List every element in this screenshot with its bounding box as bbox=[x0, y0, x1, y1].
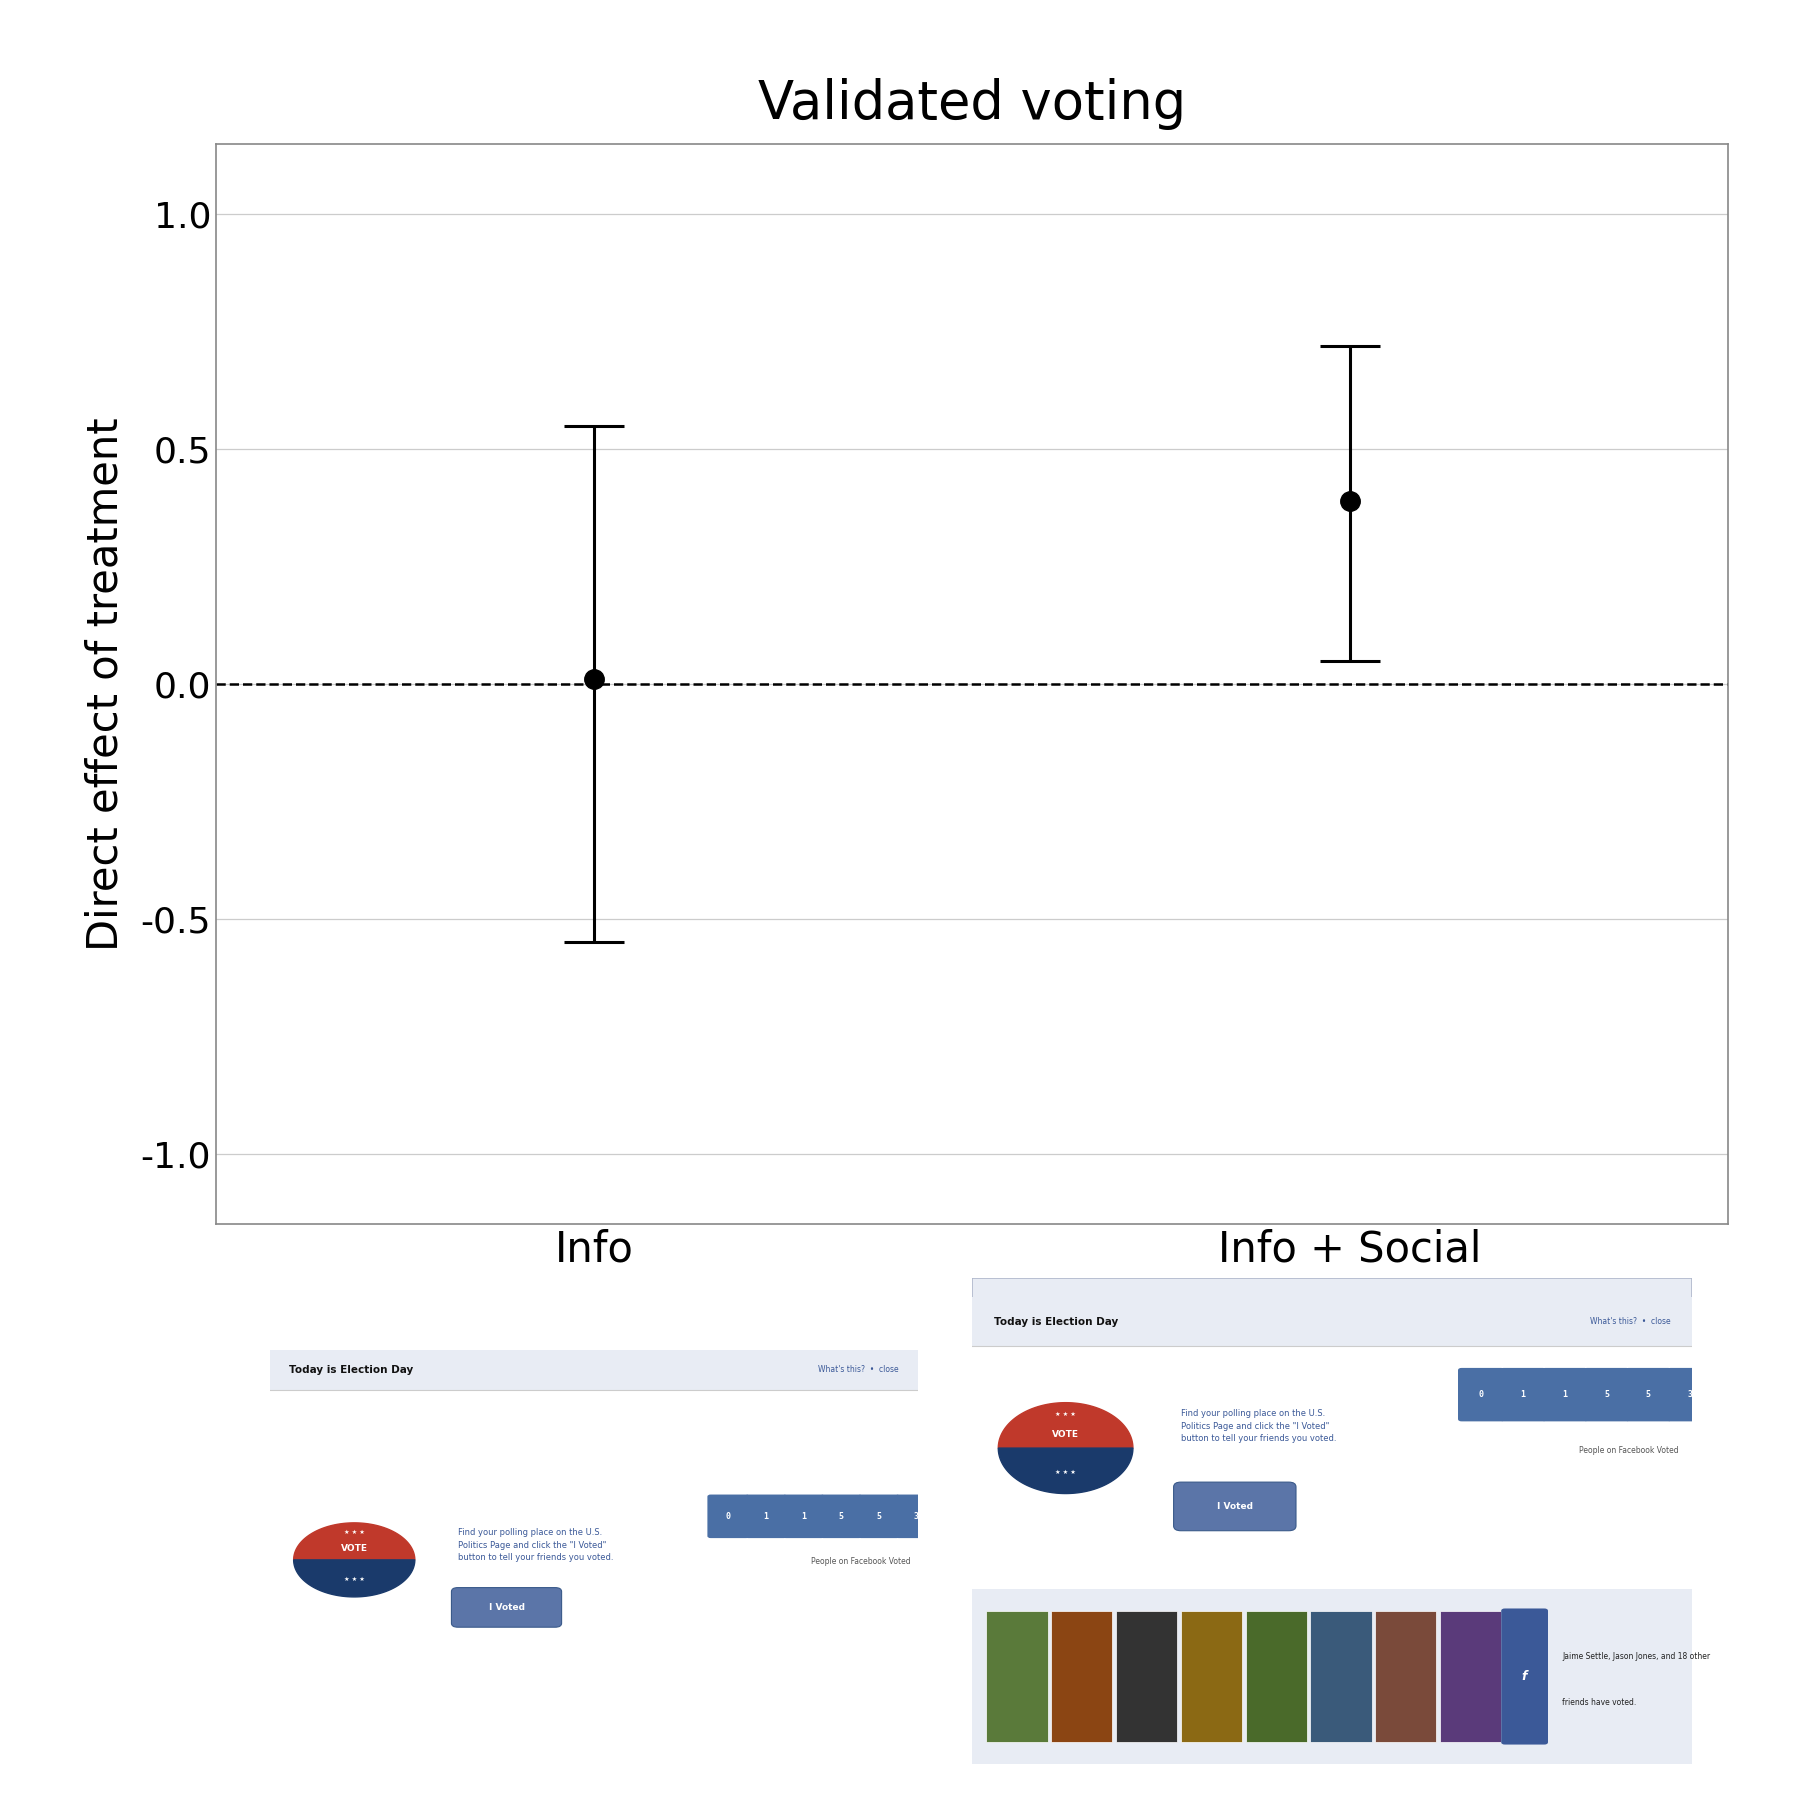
Text: 5: 5 bbox=[1645, 1390, 1651, 1399]
FancyBboxPatch shape bbox=[1174, 1481, 1296, 1530]
Text: Find your polling place on the U.S.
Politics Page and click the "I Voted"
button: Find your polling place on the U.S. Poli… bbox=[457, 1528, 614, 1562]
Text: friends have voted.: friends have voted. bbox=[1562, 1697, 1636, 1706]
Text: ★ ★ ★: ★ ★ ★ bbox=[344, 1530, 365, 1535]
Text: People on Facebook Voted: People on Facebook Voted bbox=[812, 1557, 911, 1566]
FancyBboxPatch shape bbox=[270, 1350, 918, 1746]
Text: Today is Election Day: Today is Election Day bbox=[290, 1364, 414, 1375]
FancyBboxPatch shape bbox=[859, 1494, 900, 1537]
Bar bbox=[972, 1298, 1692, 1589]
Text: Today is Election Day: Today is Election Day bbox=[994, 1318, 1118, 1327]
FancyBboxPatch shape bbox=[895, 1494, 938, 1537]
Bar bbox=[972, 1298, 1692, 1346]
Bar bbox=[1181, 1611, 1242, 1742]
FancyBboxPatch shape bbox=[970, 1494, 1013, 1537]
Polygon shape bbox=[293, 1561, 414, 1597]
FancyBboxPatch shape bbox=[972, 1278, 1692, 1764]
FancyBboxPatch shape bbox=[1625, 1368, 1672, 1422]
FancyBboxPatch shape bbox=[1499, 1368, 1546, 1422]
Text: 3: 3 bbox=[1688, 1390, 1692, 1399]
FancyBboxPatch shape bbox=[1667, 1368, 1714, 1422]
Text: People on Facebook Voted: People on Facebook Voted bbox=[1579, 1445, 1678, 1454]
Bar bbox=[270, 1350, 918, 1390]
Text: VOTE: VOTE bbox=[340, 1544, 367, 1553]
FancyBboxPatch shape bbox=[1458, 1368, 1505, 1422]
Text: Jaime Settle, Jason Jones, and 18 other: Jaime Settle, Jason Jones, and 18 other bbox=[1562, 1652, 1710, 1661]
FancyBboxPatch shape bbox=[821, 1494, 862, 1537]
Text: ★ ★ ★: ★ ★ ★ bbox=[1055, 1469, 1076, 1474]
FancyBboxPatch shape bbox=[1501, 1609, 1548, 1744]
Text: What's this?  •  close: What's this? • close bbox=[1589, 1318, 1670, 1327]
Text: Find your polling place on the U.S.
Politics Page and click the "I Voted"
button: Find your polling place on the U.S. Poli… bbox=[1181, 1409, 1336, 1444]
Bar bbox=[972, 1589, 1692, 1764]
Bar bbox=[1116, 1611, 1177, 1742]
Text: I Voted: I Voted bbox=[488, 1602, 524, 1613]
Polygon shape bbox=[293, 1523, 414, 1561]
Text: 7: 7 bbox=[1730, 1390, 1735, 1399]
Text: ★ ★ ★: ★ ★ ★ bbox=[1055, 1413, 1076, 1417]
Bar bbox=[986, 1611, 1048, 1742]
FancyBboxPatch shape bbox=[1708, 1368, 1755, 1422]
Circle shape bbox=[283, 1516, 425, 1604]
Bar bbox=[1051, 1611, 1112, 1742]
Text: 0: 0 bbox=[1480, 1390, 1483, 1399]
Y-axis label: Direct effect of treatment: Direct effect of treatment bbox=[85, 418, 126, 950]
Text: I Voted: I Voted bbox=[1217, 1501, 1253, 1510]
FancyBboxPatch shape bbox=[1584, 1368, 1631, 1422]
Text: 5: 5 bbox=[839, 1512, 844, 1521]
Circle shape bbox=[986, 1395, 1145, 1501]
Text: 1: 1 bbox=[763, 1512, 769, 1521]
FancyBboxPatch shape bbox=[745, 1494, 787, 1537]
Text: 6: 6 bbox=[988, 1512, 994, 1521]
Text: ★ ★ ★: ★ ★ ★ bbox=[344, 1577, 365, 1582]
Bar bbox=[1310, 1611, 1372, 1742]
Text: 7: 7 bbox=[952, 1512, 956, 1521]
Title: Validated voting: Validated voting bbox=[758, 77, 1186, 130]
FancyBboxPatch shape bbox=[1541, 1368, 1588, 1422]
Text: f: f bbox=[1521, 1670, 1526, 1683]
Text: 3: 3 bbox=[914, 1512, 918, 1521]
Bar bbox=[1375, 1611, 1436, 1742]
Text: VOTE: VOTE bbox=[1053, 1431, 1080, 1440]
FancyBboxPatch shape bbox=[707, 1494, 749, 1537]
Text: 5: 5 bbox=[1604, 1390, 1609, 1399]
Text: 1: 1 bbox=[801, 1512, 806, 1521]
FancyBboxPatch shape bbox=[1750, 1368, 1796, 1422]
FancyBboxPatch shape bbox=[932, 1494, 976, 1537]
FancyBboxPatch shape bbox=[452, 1588, 562, 1627]
Polygon shape bbox=[999, 1447, 1132, 1494]
Text: 1: 1 bbox=[1521, 1390, 1526, 1399]
Text: 1: 1 bbox=[1562, 1390, 1568, 1399]
Bar bbox=[1246, 1611, 1307, 1742]
Text: 6: 6 bbox=[1771, 1390, 1777, 1399]
Text: 0: 0 bbox=[725, 1512, 731, 1521]
Text: What's this?  •  close: What's this? • close bbox=[817, 1364, 898, 1375]
Polygon shape bbox=[999, 1402, 1132, 1447]
Text: 5: 5 bbox=[877, 1512, 882, 1521]
Bar bbox=[1440, 1611, 1501, 1742]
FancyBboxPatch shape bbox=[783, 1494, 824, 1537]
